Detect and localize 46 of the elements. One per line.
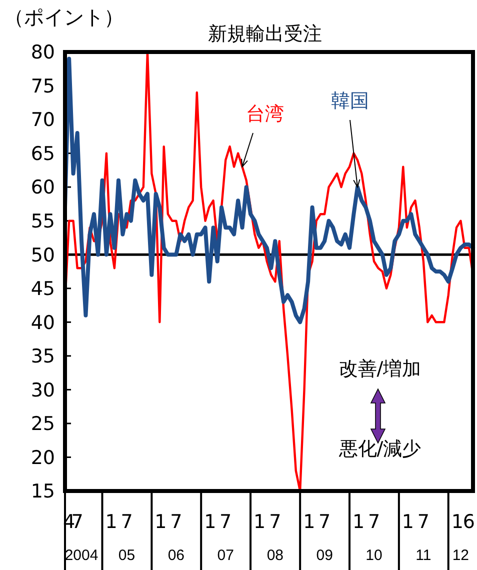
y-tick-label: 75 [30, 75, 55, 98]
x-tick-label: 7 [368, 511, 380, 533]
y-tick-label: 70 [30, 109, 55, 132]
y-tick-label: 40 [30, 312, 55, 334]
x-tick-label: 1 [254, 511, 266, 533]
x2-tick-label: 2004 [64, 547, 98, 564]
x-tick-label: 7 [120, 511, 133, 533]
chart-title: 新規輸出受注 [208, 23, 322, 45]
x-tick-label: 1 [204, 511, 216, 533]
text: 韓国 [331, 90, 369, 112]
y-tick-label: 30 [30, 379, 55, 402]
x2-tick-label: 08 [266, 547, 284, 564]
x2-tick-label: 06 [168, 547, 185, 564]
x2-tick-label: 09 [316, 547, 333, 564]
x-tick-label: 7 [71, 511, 84, 533]
y-tick-label: 80 [30, 42, 55, 64]
x-tick-label: 7 [318, 511, 331, 533]
x-tick-label: 7 [269, 511, 282, 533]
x2-tick-label: 10 [366, 547, 382, 564]
x2-tick-label: 05 [118, 547, 136, 564]
x-tick-label: 1 [303, 511, 316, 533]
x-tick-label: 7 [220, 511, 232, 533]
y-tick-label: 15 [30, 480, 55, 503]
y-axis-title: （ポイント） [4, 5, 124, 29]
y-tick-label: 65 [30, 142, 55, 165]
x-tick-label: 1 [451, 511, 464, 533]
y-tick-label: 35 [30, 346, 55, 368]
x-tick-label: 1 [352, 511, 365, 533]
x2-tick-label: 11 [416, 547, 432, 564]
x-tick-label: 1 [154, 511, 167, 533]
y-tick-label: 20 [30, 446, 55, 469]
x-tick-label: 1 [402, 511, 414, 533]
y-tick-label: 60 [30, 176, 55, 199]
x-tick-label: 7 [170, 511, 182, 533]
x2-tick-label: 07 [217, 547, 234, 564]
series-label: 台湾 [246, 103, 284, 125]
x-tick-label: 6 [462, 511, 475, 533]
y-tick-label: 50 [30, 244, 55, 266]
annotation: 改善/増加 [338, 358, 422, 380]
x2-tick-label: 12 [452, 547, 470, 564]
x-tick-label: 1 [105, 511, 118, 533]
annotation: 悪化/減少 [338, 438, 422, 460]
y-tick-label: 45 [30, 278, 55, 300]
x-tick-label: 7 [417, 511, 430, 533]
y-tick-label: 25 [30, 413, 55, 436]
y-tick-label: 55 [30, 210, 55, 232]
